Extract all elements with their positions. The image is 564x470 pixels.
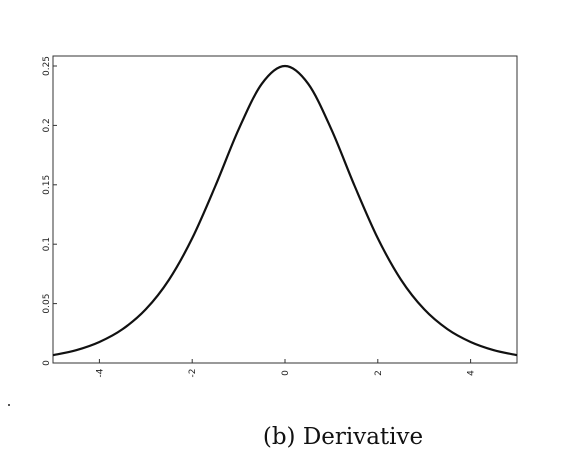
data-line xyxy=(52,64,518,357)
y-tick-label: 0.05 xyxy=(42,294,52,314)
y-axis-ticks: 0 0.05 0.1 0.15 0.2 0.25 xyxy=(42,56,57,366)
figure-caption: (b) Derivative xyxy=(262,424,424,450)
y-tick-label: 0.15 xyxy=(42,175,52,195)
stray-mark xyxy=(8,404,10,406)
y-tick-label: 0 xyxy=(42,360,52,366)
chart: -4 -2 0 2 4 0 0.05 0.1 0.15 0.2 0.25 xyxy=(42,55,518,378)
x-tick-label: 0 xyxy=(281,370,291,376)
x-tick-label: -4 xyxy=(95,368,105,377)
x-tick-label: 2 xyxy=(374,370,384,376)
y-tick-label: 0.2 xyxy=(42,118,52,132)
plot-frame xyxy=(52,55,518,364)
x-tick-label: 4 xyxy=(467,370,477,376)
x-axis-ticks: -4 -2 0 2 4 xyxy=(95,359,477,378)
x-tick-label: -2 xyxy=(188,369,198,378)
y-tick-label: 0.1 xyxy=(42,237,52,251)
y-tick-label: 0.25 xyxy=(42,56,52,76)
